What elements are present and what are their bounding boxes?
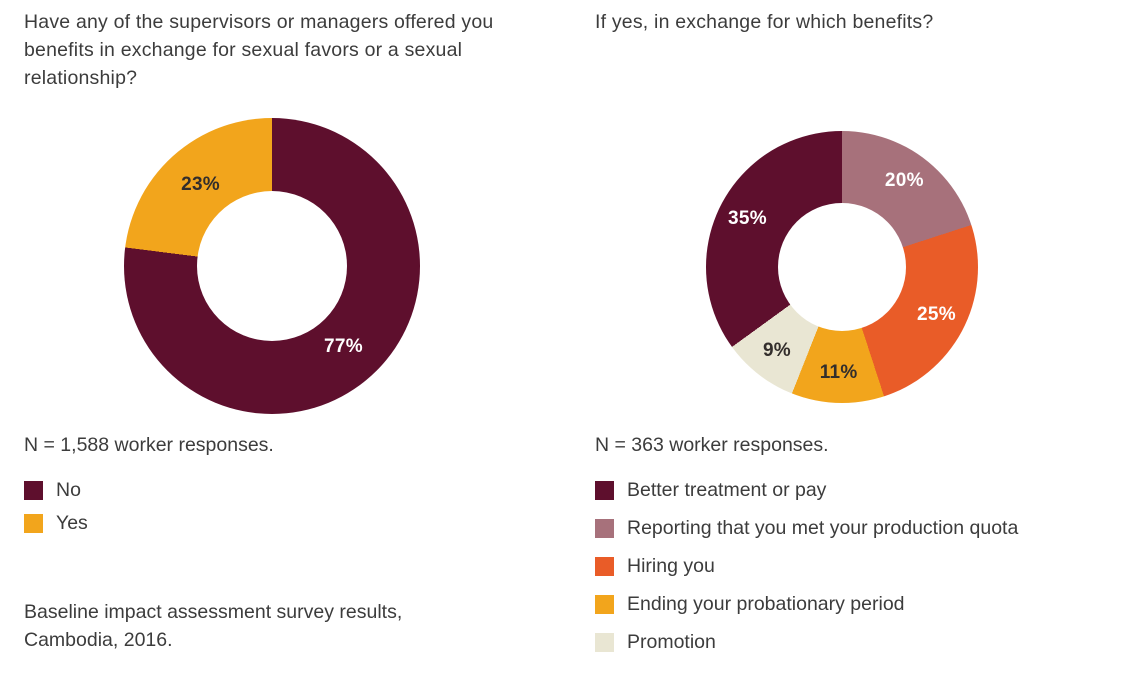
legend-item: Yes xyxy=(24,510,88,536)
slice-percentage-label: 23% xyxy=(181,173,221,195)
right-sample-size: N = 363 worker responses. xyxy=(595,434,829,456)
legend-item: Better treatment or pay xyxy=(595,477,1018,503)
legend-label: Ending your probationary period xyxy=(627,593,905,615)
left-donut-chart: 77% 23% xyxy=(124,118,420,414)
slice-percentage-label: 20% xyxy=(884,170,924,192)
legend-swatch xyxy=(24,513,43,533)
legend-item: Hiring you xyxy=(595,553,1018,579)
legend-label: Reporting that you met your production q… xyxy=(627,517,1019,539)
source-line-2: Cambodia, 2016. xyxy=(24,629,173,651)
right-donut-chart: 35% 20% 25% 11% 9% xyxy=(706,131,978,403)
legend-label: Promotion xyxy=(627,631,716,653)
right-legend: Better treatment or pay Reporting that yo… xyxy=(595,477,1018,655)
slice-percentage-label: 25% xyxy=(917,304,956,326)
legend-label: Better treatment or pay xyxy=(627,479,827,501)
legend-label: No xyxy=(56,479,81,501)
slice-percentage-label: 11% xyxy=(819,362,858,384)
legend-swatch xyxy=(595,594,614,614)
slice-percentage-label: 9% xyxy=(762,339,791,361)
slice-percentage-label: 77% xyxy=(323,336,363,358)
legend-item: Reporting that you met your production q… xyxy=(595,515,1018,541)
left-sample-size: N = 1,588 worker responses. xyxy=(24,434,274,456)
right-chart-title: If yes, in exchange for which benefits? xyxy=(595,11,934,33)
legend-swatch xyxy=(595,480,614,500)
left-donut-hole xyxy=(197,191,347,341)
slice-percentage-label: 35% xyxy=(728,207,767,229)
legend-item: Promotion xyxy=(595,629,1018,655)
right-donut-hole xyxy=(778,203,906,331)
source-note: Baseline impact assessment survey result… xyxy=(24,598,402,654)
source-line-1: Baseline impact assessment survey result… xyxy=(24,601,403,623)
legend-swatch xyxy=(595,632,614,652)
legend-label: Yes xyxy=(56,512,88,534)
legend-swatch xyxy=(24,480,43,500)
legend-item: No xyxy=(24,477,88,503)
legend-swatch xyxy=(595,518,614,538)
legend-label: Hiring you xyxy=(627,555,715,577)
legend-item: Ending your probationary period xyxy=(595,591,1018,617)
left-chart-title: Have any of the supervisors or managers … xyxy=(24,11,494,89)
legend-swatch xyxy=(595,556,614,576)
left-legend: No Yes xyxy=(24,477,88,536)
